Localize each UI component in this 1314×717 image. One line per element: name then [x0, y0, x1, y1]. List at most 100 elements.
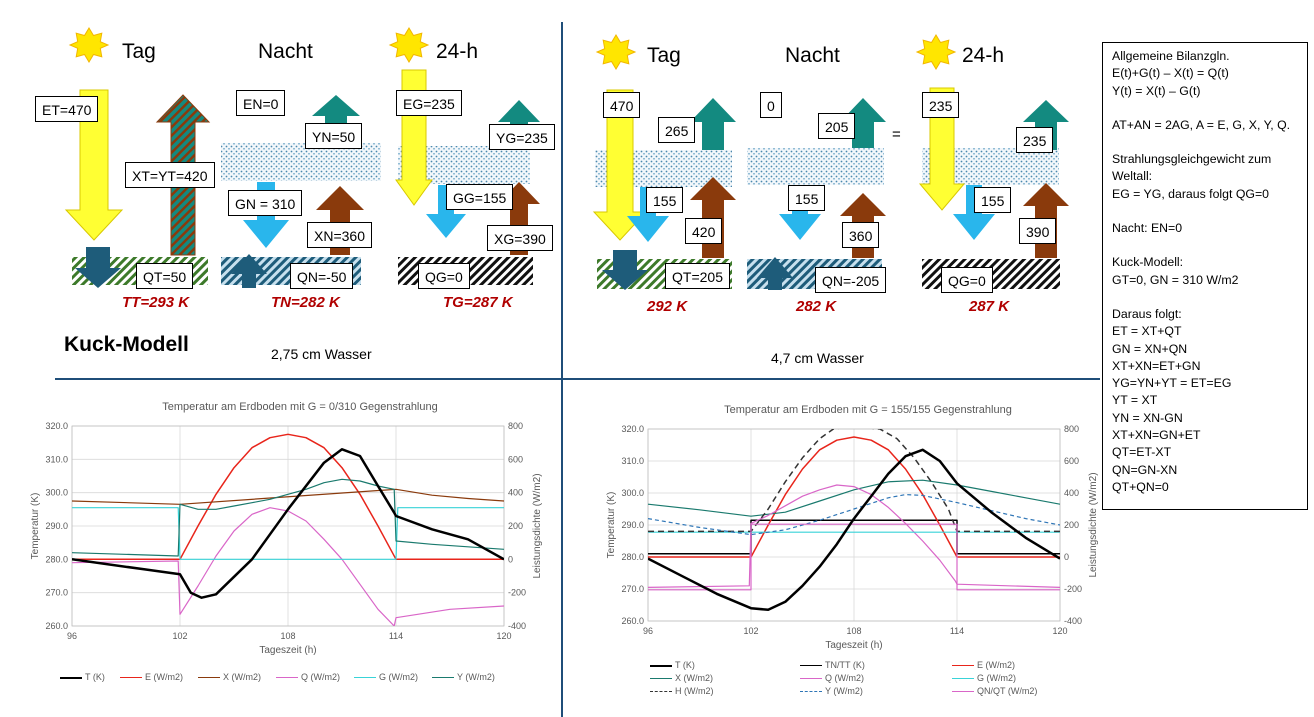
y2-tick-label: 200: [1064, 520, 1079, 530]
equation-line: YT = XT: [1112, 393, 1158, 408]
legend-item: X (W/m2): [650, 673, 713, 683]
y2-tick-label: 800: [508, 421, 523, 431]
y2-tick-label: 200: [508, 521, 523, 531]
sun-icon: [915, 34, 957, 70]
y-tick-label: 280.0: [45, 554, 68, 564]
y2-tick-label: 400: [508, 488, 523, 498]
x-tick-label: 108: [280, 631, 295, 641]
equation-line: [1112, 100, 1298, 117]
label-xt: XT=YT=420: [125, 162, 215, 188]
equation-line: [1112, 134, 1298, 151]
header-24h: 24-h: [436, 40, 479, 63]
equation-line: [1112, 203, 1298, 220]
y-tick-label: 270.0: [621, 584, 644, 594]
label-yt-right: 265: [658, 117, 696, 143]
legend-item: TN/TT (K): [800, 660, 865, 670]
balance-equations-box: Allgemeine Bilanzgln. E(t)+G(t) – X(t) = …: [1102, 42, 1308, 510]
legend-item: X (W/m2): [198, 672, 261, 682]
x-axis-label: Tageszeit (h): [825, 640, 882, 651]
equation-line: XT+XN=ET+GN: [1112, 358, 1201, 373]
legend-item: E (W/m2): [120, 672, 183, 682]
equation-line: YG=YN+YT = ET=EG: [1112, 376, 1232, 391]
y2-tick-label: 600: [1064, 456, 1079, 466]
x-tick-label: 114: [389, 631, 403, 641]
x-axis-label: Tageszeit (h): [259, 645, 316, 656]
y2-tick-label: -200: [1064, 584, 1082, 594]
label-qn-right: QN=-205: [815, 267, 887, 293]
temp-nacht: TN=282 K: [271, 294, 340, 311]
equation-line: QT=ET-XT: [1112, 445, 1172, 460]
equation-line: Strahlungsgleichgewicht zum: [1112, 152, 1272, 167]
chart2-title: Temperatur am Erdboden mit G = 155/155 G…: [724, 404, 1012, 416]
legend-item: H (W/m2): [650, 686, 714, 696]
equation-line: Nacht: EN=0: [1112, 221, 1183, 236]
equation-line: Kuck-Modell:: [1112, 255, 1184, 270]
temp-24h: TG=287 K: [443, 294, 513, 311]
equation-line: AT+AN = 2AG, A = E, G, X, Y, Q.: [1112, 117, 1291, 132]
series-line: [72, 488, 504, 505]
equals-sign: =: [892, 126, 901, 143]
equation-line: QN=GN-XN: [1112, 462, 1178, 477]
legend-item: E (W/m2): [952, 660, 1015, 670]
chart1-legend: T (K) E (W/m2) X (W/m2) Q (W/m2) G (W/m2…: [60, 672, 540, 684]
series-line: [72, 507, 504, 626]
temp-tag-right: 292 K: [647, 298, 688, 315]
y2-axis-label: Leistungsdichte (W/m2): [1088, 472, 1099, 577]
equation-line: QT+QN=0: [1112, 479, 1169, 494]
label-gg-right: 155: [974, 187, 1012, 213]
y-axis-label: Temperatur (K): [30, 493, 41, 560]
model-title: Kuck-Modell: [64, 333, 189, 356]
label-xn: XN=360: [307, 222, 372, 248]
y2-tick-label: 0: [508, 554, 513, 564]
y-tick-label: 290.0: [621, 520, 644, 530]
series-line: [648, 479, 1060, 517]
sun-icon: [595, 34, 637, 70]
y-tick-label: 270.0: [45, 588, 68, 598]
label-gg: GG=155: [446, 184, 514, 210]
x-tick-label: 102: [743, 626, 758, 636]
equation-line: E(t)+G(t) – X(t) = Q(t): [1112, 66, 1229, 81]
series-line: [648, 448, 1060, 612]
legend-item: G (W/m2): [952, 673, 1016, 683]
legend-item: T (K): [650, 660, 695, 670]
equation-line: Allgemeine Bilanzgln.: [1112, 49, 1230, 63]
y-tick-label: 300.0: [45, 488, 68, 498]
x-tick-label: 102: [172, 631, 187, 641]
y-tick-label: 310.0: [621, 456, 644, 466]
sun-icon: [68, 27, 110, 63]
y-tick-label: 300.0: [621, 488, 644, 498]
equation-line: ET = XT+QT: [1112, 324, 1182, 339]
equation-line: [1112, 289, 1298, 306]
equation-line: EG = YG, daraus folgt QG=0: [1112, 186, 1269, 201]
label-qt: QT=50: [136, 263, 194, 289]
header-tag-right: Tag: [647, 44, 681, 67]
label-qt-right: QT=205: [665, 263, 730, 289]
y-tick-label: 260.0: [621, 616, 644, 626]
label-qg: QG=0: [418, 263, 470, 289]
y2-tick-label: -200: [508, 588, 526, 598]
y2-axis-label: Leistungsdichte (W/m2): [532, 473, 543, 578]
equation-line: [1112, 237, 1298, 254]
label-yn-right: 205: [818, 113, 856, 139]
label-gn-right: 155: [788, 185, 826, 211]
chart-2: 260.0 270.0 280.0 290.0 300.0 310.0 320.0 -400 -…: [606, 424, 1099, 651]
x-tick-label: 120: [496, 631, 511, 641]
x-tick-label: 96: [643, 626, 653, 636]
label-eg-right: 235: [922, 92, 960, 118]
plot-area: [71, 425, 505, 627]
label-qg-right: QG=0: [941, 267, 993, 293]
label-yg: YG=235: [489, 124, 555, 150]
legend-item: Y (W/m2): [432, 672, 495, 682]
y-tick-label: 310.0: [45, 454, 68, 464]
header-24h-right: 24-h: [962, 44, 1005, 67]
legend-item: T (K): [60, 672, 105, 682]
label-en: EN=0: [236, 90, 286, 116]
temp-tag: TT=293 K: [122, 294, 190, 311]
y2-tick-label: 0: [1064, 552, 1069, 562]
legend-item: G (W/m2): [354, 672, 418, 682]
equation-line: GN = XN+QN: [1112, 341, 1188, 356]
label-xn-right: 360: [842, 222, 880, 248]
header-nacht: Nacht: [258, 40, 313, 63]
equation-line: XT+XN=GN+ET: [1112, 428, 1201, 443]
